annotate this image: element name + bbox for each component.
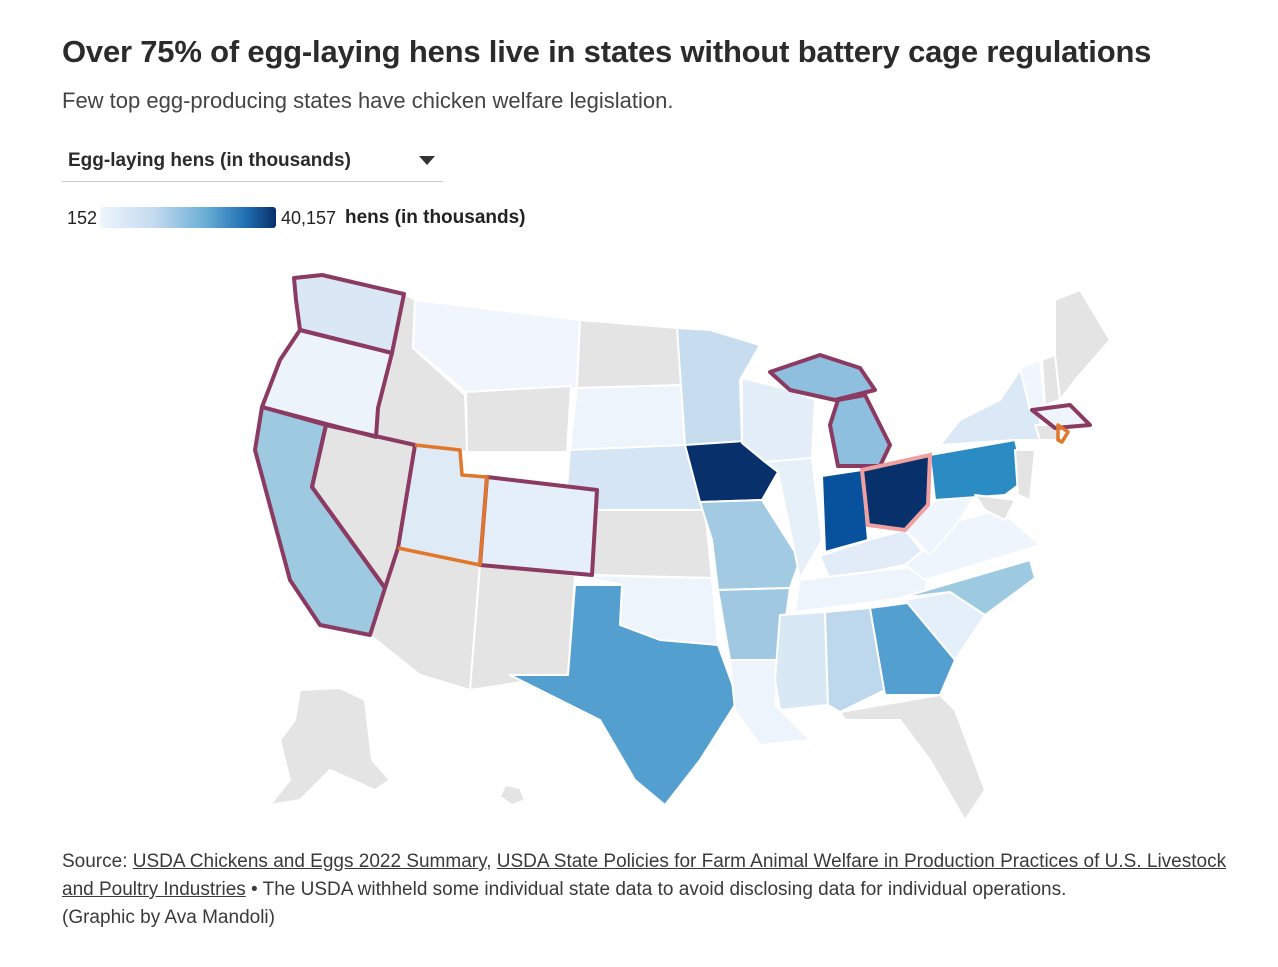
regulated-states-outline — [253, 273, 1092, 637]
source-link-animal-welfare[interactable]: USDA State Policies for Farm Animal Welf… — [62, 851, 1227, 900]
state-new-jersey[interactable] — [1014, 449, 1036, 501]
legend-min-value: 152 — [67, 208, 98, 228]
legend-max-value: 40,157 — [281, 208, 337, 228]
state-maryland[interactable] — [974, 494, 1016, 521]
ohio-outline — [859, 452, 933, 533]
state-illinois[interactable] — [764, 457, 823, 579]
chart-subtitle: Few top egg-producing states have chicke… — [62, 88, 674, 113]
source-footer: Source: USDA Chickens and Eggs 2022 Summ… — [62, 848, 1252, 932]
legend-gradient-bar — [100, 207, 276, 228]
state-pennsylvania[interactable] — [929, 439, 1026, 501]
chevron-down-icon — [419, 156, 435, 165]
state-indiana[interactable] — [821, 469, 869, 553]
source-note: • The USDA withheld some individual stat… — [251, 879, 1067, 900]
dropdown-selected-value: Egg-laying hens (in thousands) — [68, 150, 351, 171]
chart-title: Over 75% of egg-laying hens live in stat… — [62, 34, 1152, 69]
state-alaska[interactable] — [269, 687, 391, 806]
source-separator: , — [486, 851, 492, 872]
state-colorado[interactable] — [479, 476, 598, 576]
state-north-dakota[interactable] — [576, 319, 684, 389]
state-alabama[interactable] — [824, 607, 886, 713]
state-mississippi[interactable] — [774, 611, 829, 711]
state-south-dakota[interactable] — [569, 384, 686, 456]
partial-regulation-outline — [397, 423, 1070, 567]
state-wyoming[interactable] — [465, 385, 572, 453]
state-maine[interactable] — [1054, 289, 1111, 401]
metric-dropdown[interactable]: Egg-laying hens (in thousands) — [62, 142, 443, 182]
state-florida[interactable] — [839, 694, 986, 821]
state-missouri[interactable] — [699, 499, 801, 591]
source-link-chickens-eggs[interactable]: USDA Chickens and Eggs 2022 Summary — [132, 851, 487, 872]
state-kansas[interactable] — [591, 509, 713, 579]
state-new-mexico[interactable] — [469, 564, 576, 691]
graphic-credit: (Graphic by Ava Mandoli) — [62, 907, 275, 928]
source-prefix: Source: — [62, 851, 128, 872]
legend-unit: hens (in thousands) — [345, 207, 526, 228]
state-texas[interactable] — [509, 584, 739, 806]
state-hawaii[interactable] — [499, 784, 526, 806]
state-north-carolina[interactable] — [899, 559, 1036, 616]
